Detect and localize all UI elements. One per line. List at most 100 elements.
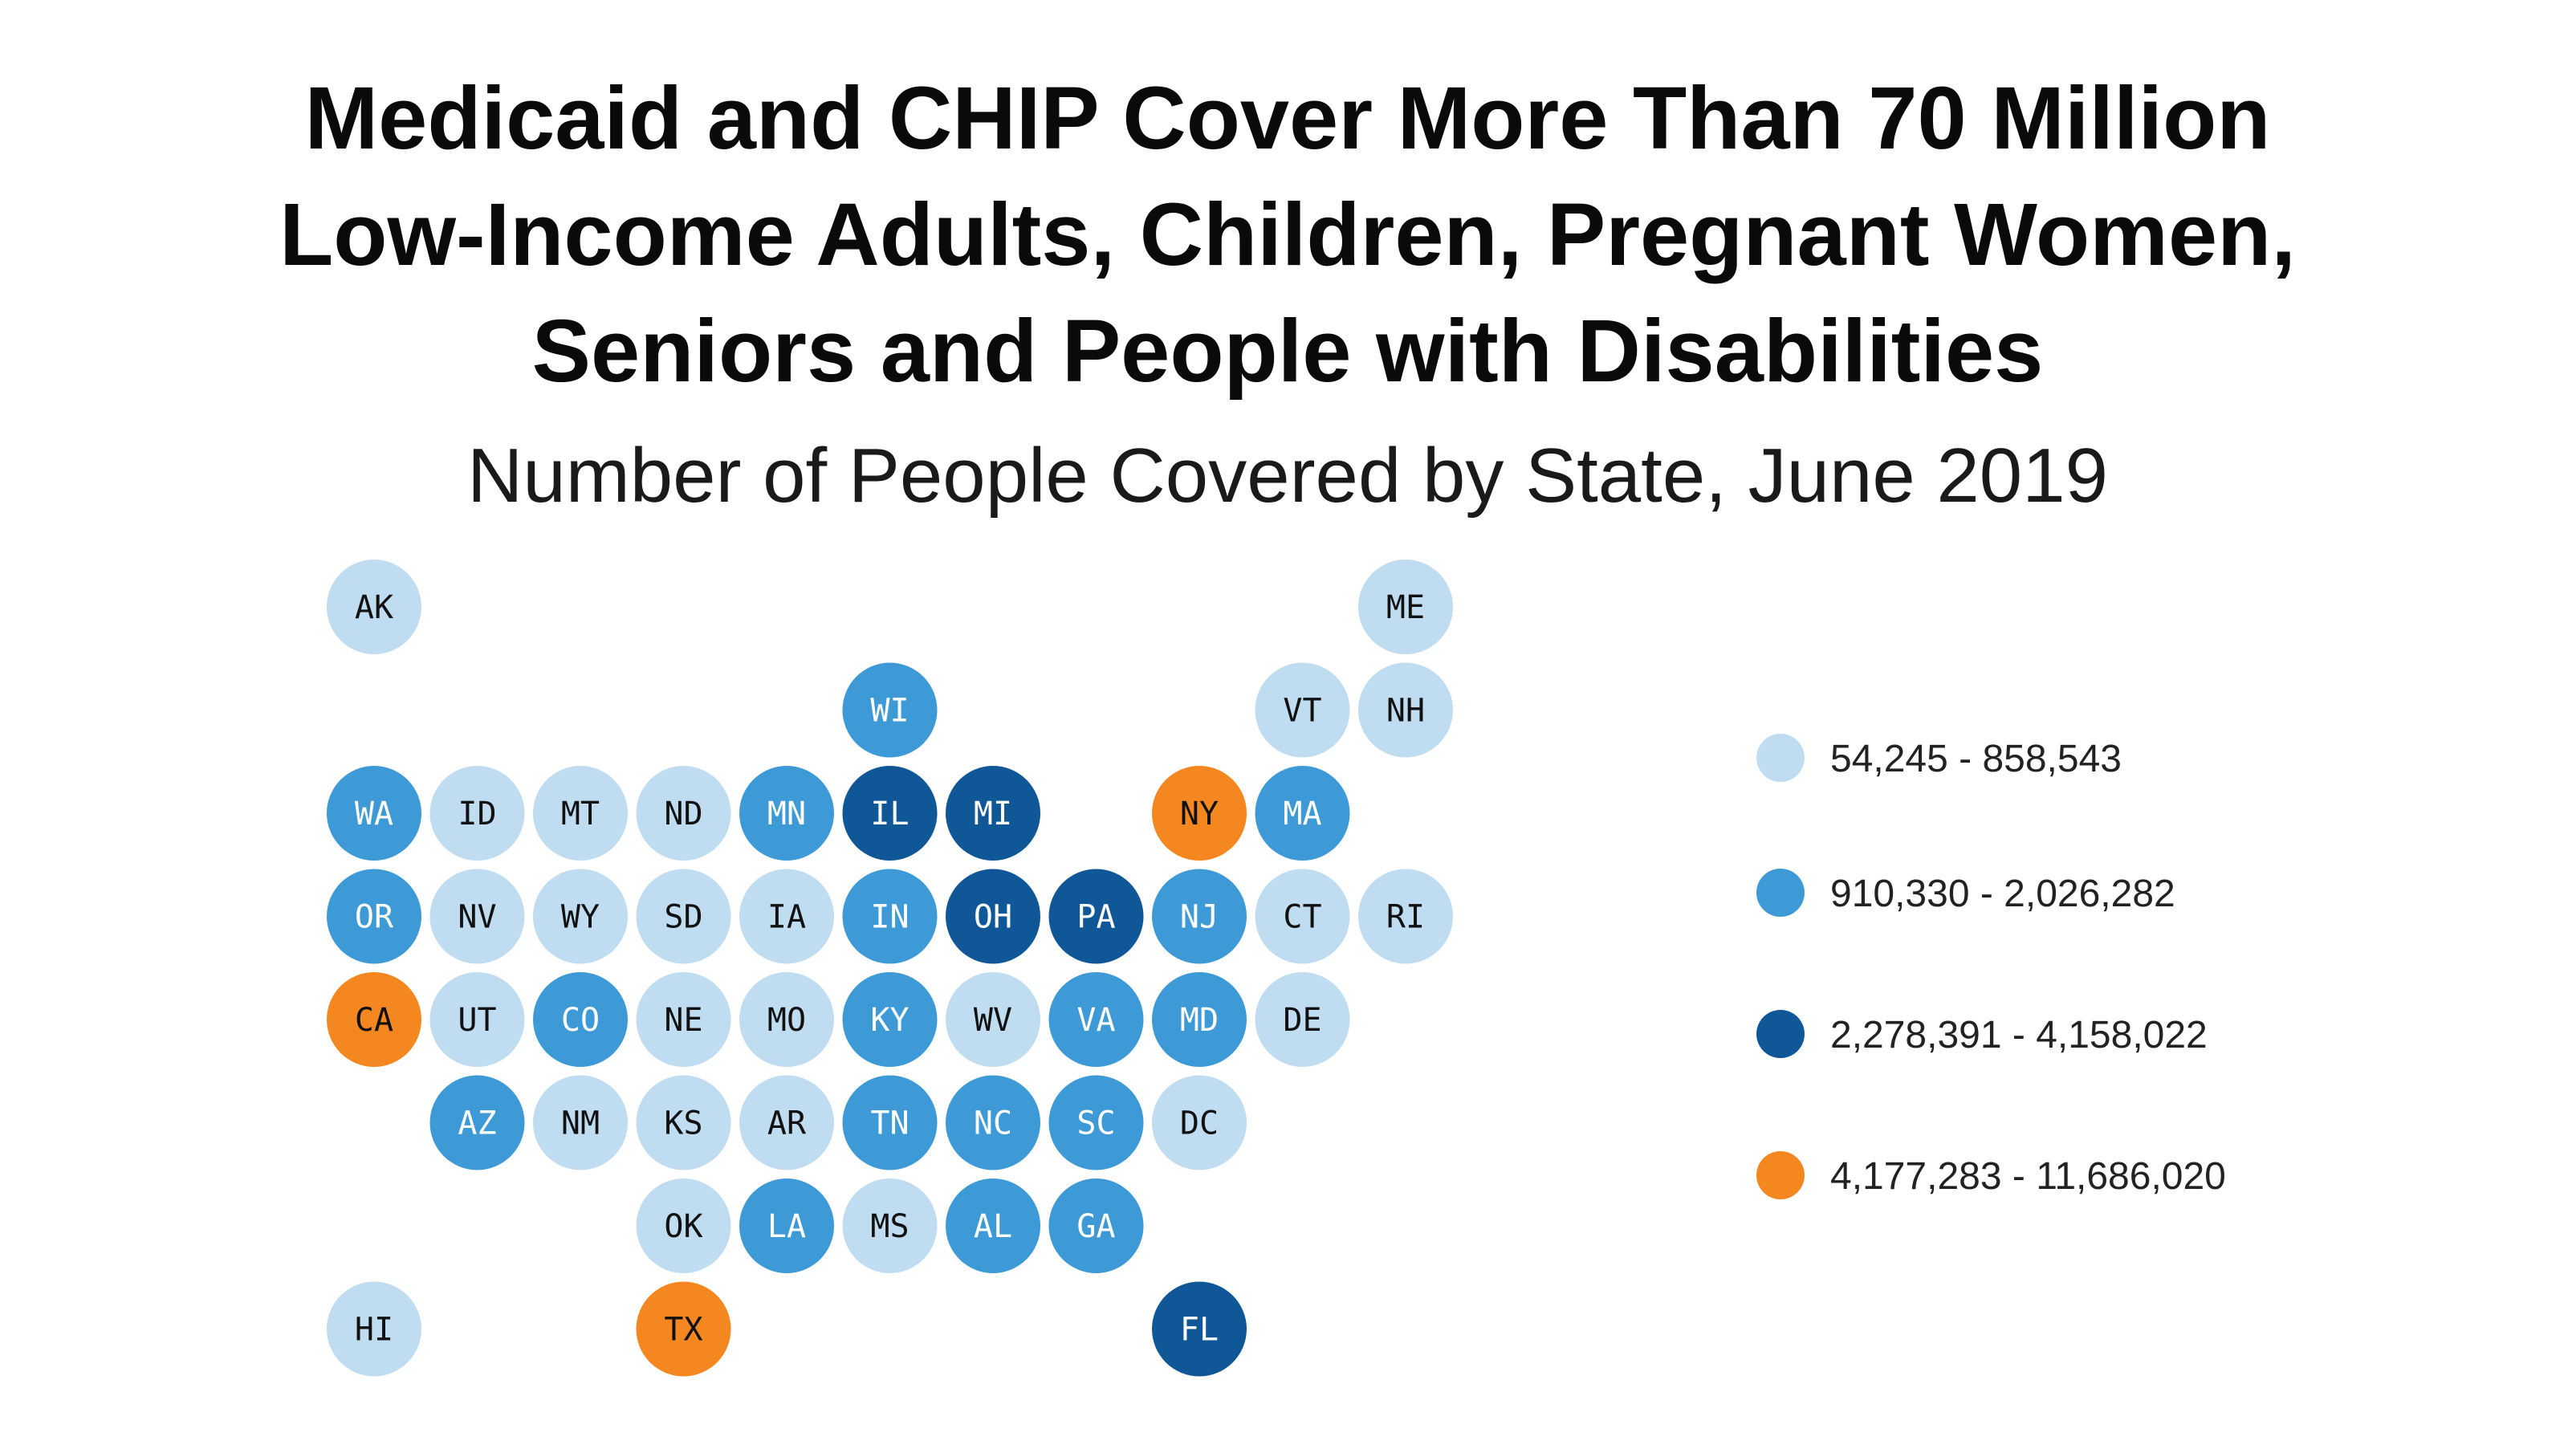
state-label-wy: WY (561, 899, 600, 936)
state-tile-nc: NC (946, 1075, 1040, 1170)
state-circle-nh (1358, 662, 1453, 758)
state-label-ms: MS (870, 1208, 909, 1245)
state-circle-ar (739, 1075, 834, 1170)
state-tile-wv: WV (946, 972, 1040, 1067)
legend-swatch-1 (1756, 734, 1805, 782)
state-tile-ny: NY (1152, 766, 1247, 861)
state-tile-ks: KS (636, 1075, 731, 1170)
legend-swatch-2 (1756, 869, 1805, 917)
state-label-ks: KS (664, 1105, 702, 1142)
state-tile-vt: VT (1255, 662, 1350, 758)
state-label-id: ID (458, 796, 496, 832)
state-label-co: CO (561, 1002, 600, 1039)
state-circle-ia (739, 869, 834, 964)
legend-item-2: 910,330 - 2,026,282 (1756, 869, 2175, 917)
state-circle-co (533, 972, 628, 1067)
state-tile-de: DE (1255, 972, 1350, 1067)
state-circle-al (946, 1178, 1040, 1273)
state-label-ok: OK (664, 1208, 702, 1245)
state-circle-mi (946, 766, 1040, 861)
legend-swatch-3 (1756, 1010, 1805, 1058)
legend-label-4: 4,177,283 - 11,686,020 (1830, 1155, 2226, 1198)
state-circle-oh (946, 869, 1040, 964)
legend-item-1: 54,245 - 858,543 (1756, 734, 2122, 782)
state-label-ak: AK (355, 589, 393, 626)
state-tile-sd: SD (636, 869, 731, 964)
state-circle-ca (327, 972, 421, 1067)
state-circle-ms (842, 1178, 938, 1273)
state-circle-ks (636, 1075, 731, 1170)
state-label-ny: NY (1180, 796, 1219, 832)
state-tile-wi: WI (842, 662, 938, 758)
state-tiles: AK ME WI VT NH WA ID MT ND MN IL MI NY MA OR NV WY SD IA IN… (327, 560, 1453, 1377)
state-label-ia: IA (767, 899, 806, 936)
legend: 54,245 - 858,543 910,330 - 2,026,282 2,278… (1756, 734, 2226, 1199)
legend-label-3: 2,278,391 - 4,158,022 (1830, 1014, 2208, 1056)
state-label-pa: PA (1076, 899, 1115, 936)
state-label-ct: CT (1283, 899, 1321, 936)
state-label-tx: TX (664, 1312, 702, 1349)
state-tile-ct: CT (1255, 869, 1350, 964)
state-circle-pa (1048, 869, 1144, 964)
state-label-me: ME (1386, 589, 1425, 626)
state-tile-ms: MS (842, 1178, 938, 1273)
state-label-md: MD (1180, 1002, 1219, 1039)
state-tile-id: ID (429, 766, 525, 861)
state-label-ma: MA (1283, 796, 1321, 832)
state-label-sd: SD (664, 899, 702, 936)
state-tile-hi: HI (327, 1281, 421, 1377)
state-tile-ri: RI (1358, 869, 1453, 964)
state-tile-wa: WA (327, 766, 421, 861)
state-circle-ct (1255, 869, 1350, 964)
state-tile-ok: OK (636, 1178, 731, 1273)
state-circle-ut (429, 972, 525, 1067)
state-tile-tn: TN (842, 1075, 938, 1170)
chart-title-line-3: Seniors and People with Disabilities (532, 302, 2044, 401)
state-circle-tn (842, 1075, 938, 1170)
legend-label-1: 54,245 - 858,543 (1830, 738, 2122, 780)
state-label-sc: SC (1076, 1105, 1115, 1142)
state-circle-nc (946, 1075, 1040, 1170)
state-circle-nd (636, 766, 731, 861)
state-label-nd: ND (664, 796, 702, 832)
state-label-mn: MN (767, 796, 806, 832)
state-tile-ca: CA (327, 972, 421, 1067)
state-label-ky: KY (870, 1002, 909, 1039)
state-tile-me: ME (1358, 560, 1453, 654)
state-circle-az (429, 1075, 525, 1170)
state-circle-wy (533, 869, 628, 964)
state-label-dc: DC (1180, 1105, 1219, 1142)
state-tile-mo: MO (739, 972, 834, 1067)
state-circle-sc (1048, 1075, 1144, 1170)
state-label-or: OR (355, 899, 394, 936)
state-circle-or (327, 869, 421, 964)
state-circle-mn (739, 766, 834, 861)
state-circle-vt (1255, 662, 1350, 758)
state-circle-tx (636, 1281, 731, 1377)
state-circle-md (1152, 972, 1247, 1067)
state-label-al: AL (974, 1208, 1012, 1245)
state-circle-dc (1152, 1075, 1247, 1170)
state-circle-sd (636, 869, 731, 964)
state-label-ne: NE (664, 1002, 702, 1039)
state-tile-nv: NV (429, 869, 525, 964)
state-circle-ga (1048, 1178, 1144, 1273)
state-circle-ky (842, 972, 938, 1067)
state-tile-il: IL (842, 766, 938, 861)
state-circle-mt (533, 766, 628, 861)
state-tile-ga: GA (1048, 1178, 1144, 1273)
state-circle-ne (636, 972, 731, 1067)
state-circle-in (842, 869, 938, 964)
state-label-nm: NM (561, 1105, 600, 1142)
state-circle-nv (429, 869, 525, 964)
chart-subtitle: Number of People Covered by State, June … (467, 433, 2108, 519)
state-circle-id (429, 766, 525, 861)
state-circle-hi (327, 1281, 421, 1377)
state-tile-sc: SC (1048, 1075, 1144, 1170)
state-circle-mo (739, 972, 834, 1067)
state-label-nv: NV (458, 899, 496, 936)
state-tile-ia: IA (739, 869, 834, 964)
state-tile-nm: NM (533, 1075, 628, 1170)
legend-swatch-4 (1756, 1151, 1805, 1199)
state-tile-al: AL (946, 1178, 1040, 1273)
